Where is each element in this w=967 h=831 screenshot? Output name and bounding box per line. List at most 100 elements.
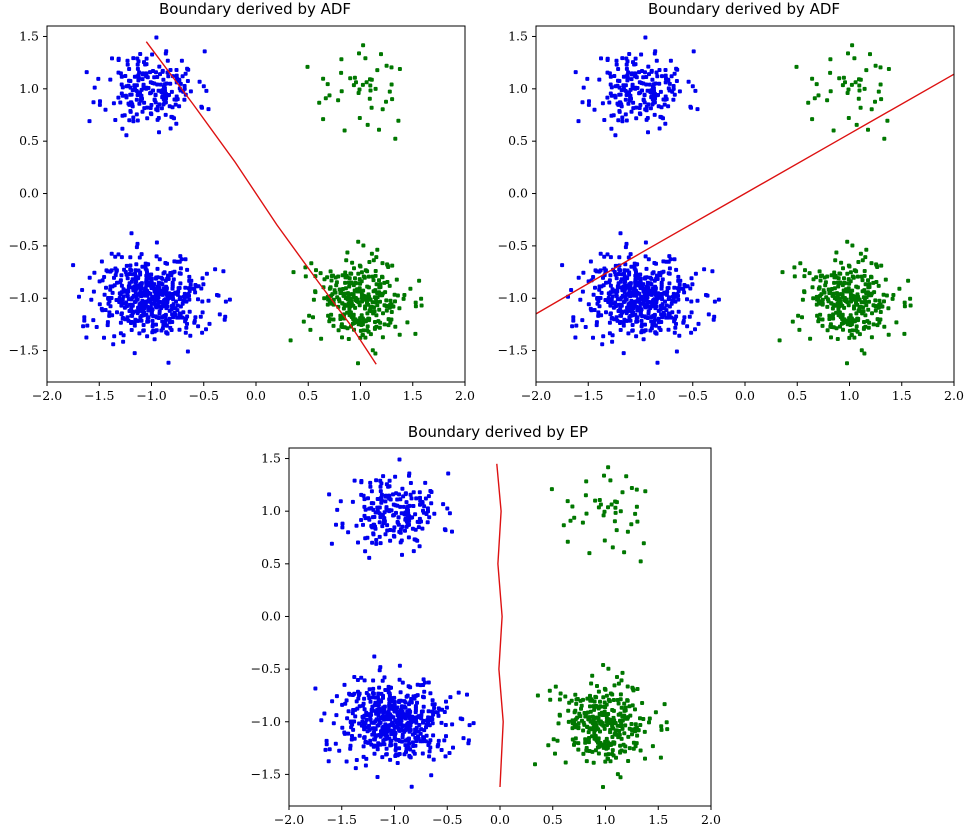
data-point-blue-lower-left <box>122 289 126 294</box>
data-point-green-lower-right <box>353 281 358 286</box>
data-point-green-lower-right <box>623 705 628 710</box>
data-point-blue-lower-left <box>178 254 183 259</box>
data-point-green-lower-right <box>567 700 572 705</box>
data-point-green-lower-right <box>886 332 891 337</box>
data-point-blue-lower-left <box>711 317 716 322</box>
data-point-blue-lower-left <box>599 290 604 295</box>
data-point-green-lower-right <box>642 729 647 734</box>
data-point-blue-lower-left <box>627 270 632 275</box>
data-point-green-lower-right <box>803 268 807 273</box>
data-point-green-lower-right <box>792 274 797 279</box>
data-point-blue-upper-left <box>655 93 659 98</box>
data-point-blue-lower-left <box>356 689 360 694</box>
data-point-green-lower-right <box>869 335 874 340</box>
data-point-green-upper-right <box>380 107 385 112</box>
data-point-blue-lower-left <box>431 733 436 738</box>
data-point-green-upper-right <box>810 76 815 81</box>
data-point-blue-lower-left <box>373 695 378 700</box>
data-point-blue-lower-left <box>626 331 631 336</box>
data-point-green-lower-right <box>572 740 577 745</box>
data-point-blue-lower-left <box>183 330 188 335</box>
data-point-green-lower-right <box>883 277 888 282</box>
data-point-blue-upper-left <box>157 64 162 69</box>
data-point-blue-lower-left <box>560 263 565 268</box>
data-point-green-lower-right <box>350 260 355 265</box>
data-point-green-upper-right <box>390 97 395 102</box>
data-point-blue-upper-left <box>623 83 628 88</box>
data-point-blue-lower-left <box>604 310 608 315</box>
data-point-blue-upper-left <box>592 107 597 112</box>
data-point-green-upper-right <box>629 486 634 490</box>
data-point-blue-lower-left <box>111 342 116 347</box>
data-point-green-lower-right <box>603 752 608 757</box>
data-point-green-lower-right <box>606 666 611 671</box>
data-point-blue-lower-left <box>570 324 575 329</box>
data-point-blue-lower-left <box>638 311 643 316</box>
data-point-blue-lower-left <box>371 744 376 749</box>
data-point-blue-lower-left <box>426 680 431 685</box>
data-point-green-lower-right <box>902 331 907 336</box>
data-point-blue-upper-left <box>671 86 676 91</box>
data-point-green-lower-right <box>343 280 348 285</box>
data-point-blue-lower-left <box>152 337 157 342</box>
data-point-blue-lower-left <box>106 296 111 300</box>
data-point-blue-upper-left <box>654 70 659 75</box>
data-point-blue-upper-left <box>164 96 168 101</box>
data-point-blue-upper-left <box>648 106 653 111</box>
data-point-blue-lower-left <box>323 747 328 752</box>
data-point-green-lower-right <box>826 299 831 304</box>
data-point-green-lower-right <box>613 721 618 726</box>
data-point-blue-lower-left <box>121 316 125 320</box>
data-point-blue-lower-left <box>85 323 90 328</box>
data-point-green-lower-right <box>623 716 628 721</box>
x-tick-label: 1.5 <box>892 388 912 403</box>
data-point-green-lower-right <box>855 274 860 279</box>
data-point-green-lower-right <box>871 280 876 285</box>
data-point-blue-upper-left <box>620 119 625 124</box>
data-point-blue-lower-left <box>653 330 658 335</box>
data-point-blue-upper-left <box>383 532 388 537</box>
data-point-blue-lower-left <box>387 723 392 728</box>
data-point-green-lower-right <box>825 328 830 333</box>
data-point-blue-lower-left <box>397 739 402 744</box>
data-point-blue-upper-left <box>666 104 671 109</box>
data-point-green-upper-right <box>609 502 614 507</box>
data-point-green-upper-right <box>846 51 850 56</box>
data-point-green-lower-right <box>845 271 850 276</box>
data-point-green-lower-right <box>570 737 575 742</box>
data-point-green-lower-right <box>611 726 616 731</box>
x-tick-label: −0.5 <box>432 812 462 827</box>
data-point-green-lower-right <box>336 328 341 333</box>
boundary-line <box>496 463 504 788</box>
data-point-green-lower-right <box>877 298 882 303</box>
data-point-blue-lower-left <box>644 292 649 296</box>
data-point-green-lower-right <box>866 325 871 330</box>
data-point-green-upper-right <box>549 487 554 492</box>
data-point-blue-upper-left <box>377 505 382 510</box>
data-point-green-lower-right <box>401 296 406 301</box>
data-point-blue-lower-left <box>601 334 606 339</box>
axes: −2.0 −1.5 −1.0 −0.5 0.0 0.5 1.0 1.5 2.0−1.5−1.0−… <box>251 447 721 827</box>
data-point-blue-upper-left <box>137 101 142 106</box>
data-point-green-lower-right <box>604 693 609 698</box>
data-point-blue-lower-left <box>395 761 400 765</box>
data-point-blue-lower-left <box>376 713 381 718</box>
data-point-blue-lower-left <box>114 269 119 274</box>
data-point-green-lower-right <box>355 320 360 325</box>
data-point-green-lower-right <box>835 337 840 341</box>
data-point-green-lower-right <box>832 286 837 291</box>
data-point-green-lower-right <box>845 239 850 244</box>
y-tick-label: 0.0 <box>508 186 528 201</box>
data-point-green-lower-right <box>842 281 847 286</box>
data-point-green-lower-right <box>854 328 859 333</box>
data-point-green-lower-right <box>583 713 588 718</box>
x-tick-label: 1.5 <box>403 388 423 403</box>
data-point-green-lower-right <box>413 331 418 336</box>
data-point-green-upper-right <box>321 76 326 81</box>
data-point-blue-lower-left <box>569 288 574 292</box>
data-point-blue-lower-left <box>334 713 339 718</box>
data-point-blue-lower-left <box>631 289 636 294</box>
data-point-green-lower-right <box>614 732 619 737</box>
data-point-green-lower-right <box>576 747 581 752</box>
data-point-blue-lower-left <box>206 298 211 303</box>
